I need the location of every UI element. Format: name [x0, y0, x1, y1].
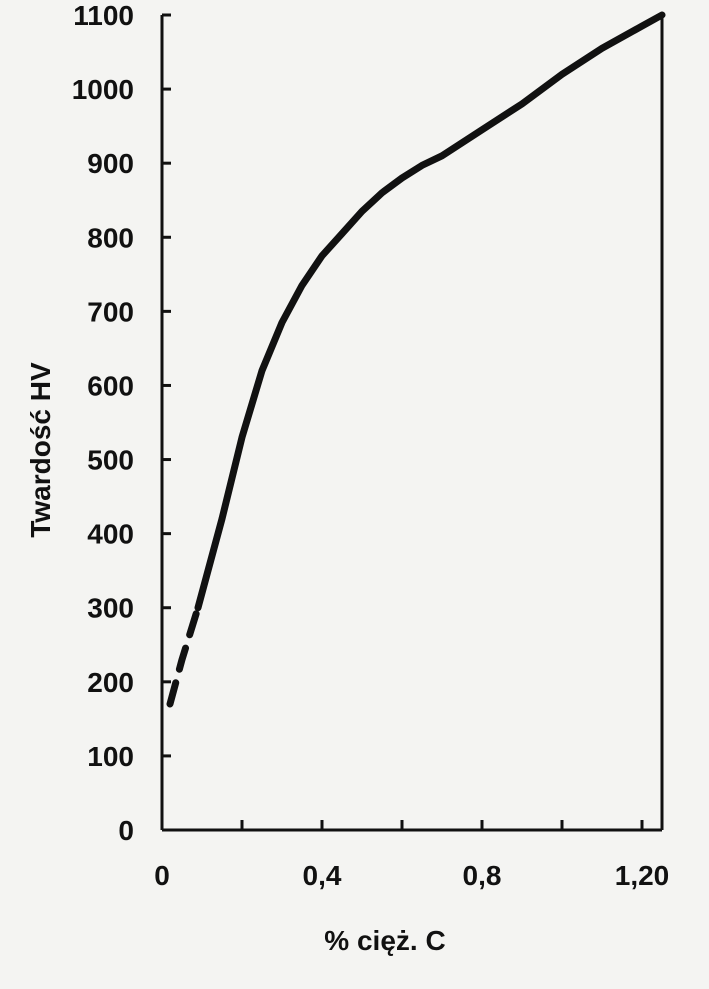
x-tick-label: 1,20 — [615, 860, 670, 891]
y-tick-label: 800 — [87, 222, 134, 253]
series-layer — [166, 11, 666, 708]
y-tick-label: 300 — [87, 593, 134, 624]
y-tick-label: 1100 — [73, 0, 134, 31]
y-axis-title: Twardość HV — [25, 362, 56, 538]
x-tick-label: 0 — [154, 860, 170, 891]
y-axis-title-text: Twardość HV — [25, 362, 56, 538]
hardness-curve-dashed — [166, 604, 202, 708]
y-tick-label: 200 — [87, 667, 134, 698]
y-ticks: 0 100 200 300 400 500 600 700 800 900 1000 1100 — [72, 0, 171, 846]
x-tick-label: 0,8 — [463, 860, 502, 891]
y-tick-label: 600 — [87, 370, 134, 401]
y-tick-label: 700 — [87, 296, 134, 327]
x-ticks: 0 0,4 0,8 1,20 — [154, 820, 669, 891]
x-axis-title: % cięż. C — [324, 925, 445, 956]
x-tick-label: 0,4 — [303, 860, 342, 891]
hardness-curve — [194, 11, 666, 612]
y-tick-label: 1000 — [72, 74, 134, 105]
y-tick-label: 500 — [87, 445, 134, 476]
axes — [160, 15, 664, 832]
y-tick-label: 900 — [87, 148, 134, 179]
y-tick-label: 400 — [87, 519, 134, 550]
y-tick-label: 100 — [87, 741, 134, 772]
y-tick-label: 0 — [118, 815, 134, 846]
